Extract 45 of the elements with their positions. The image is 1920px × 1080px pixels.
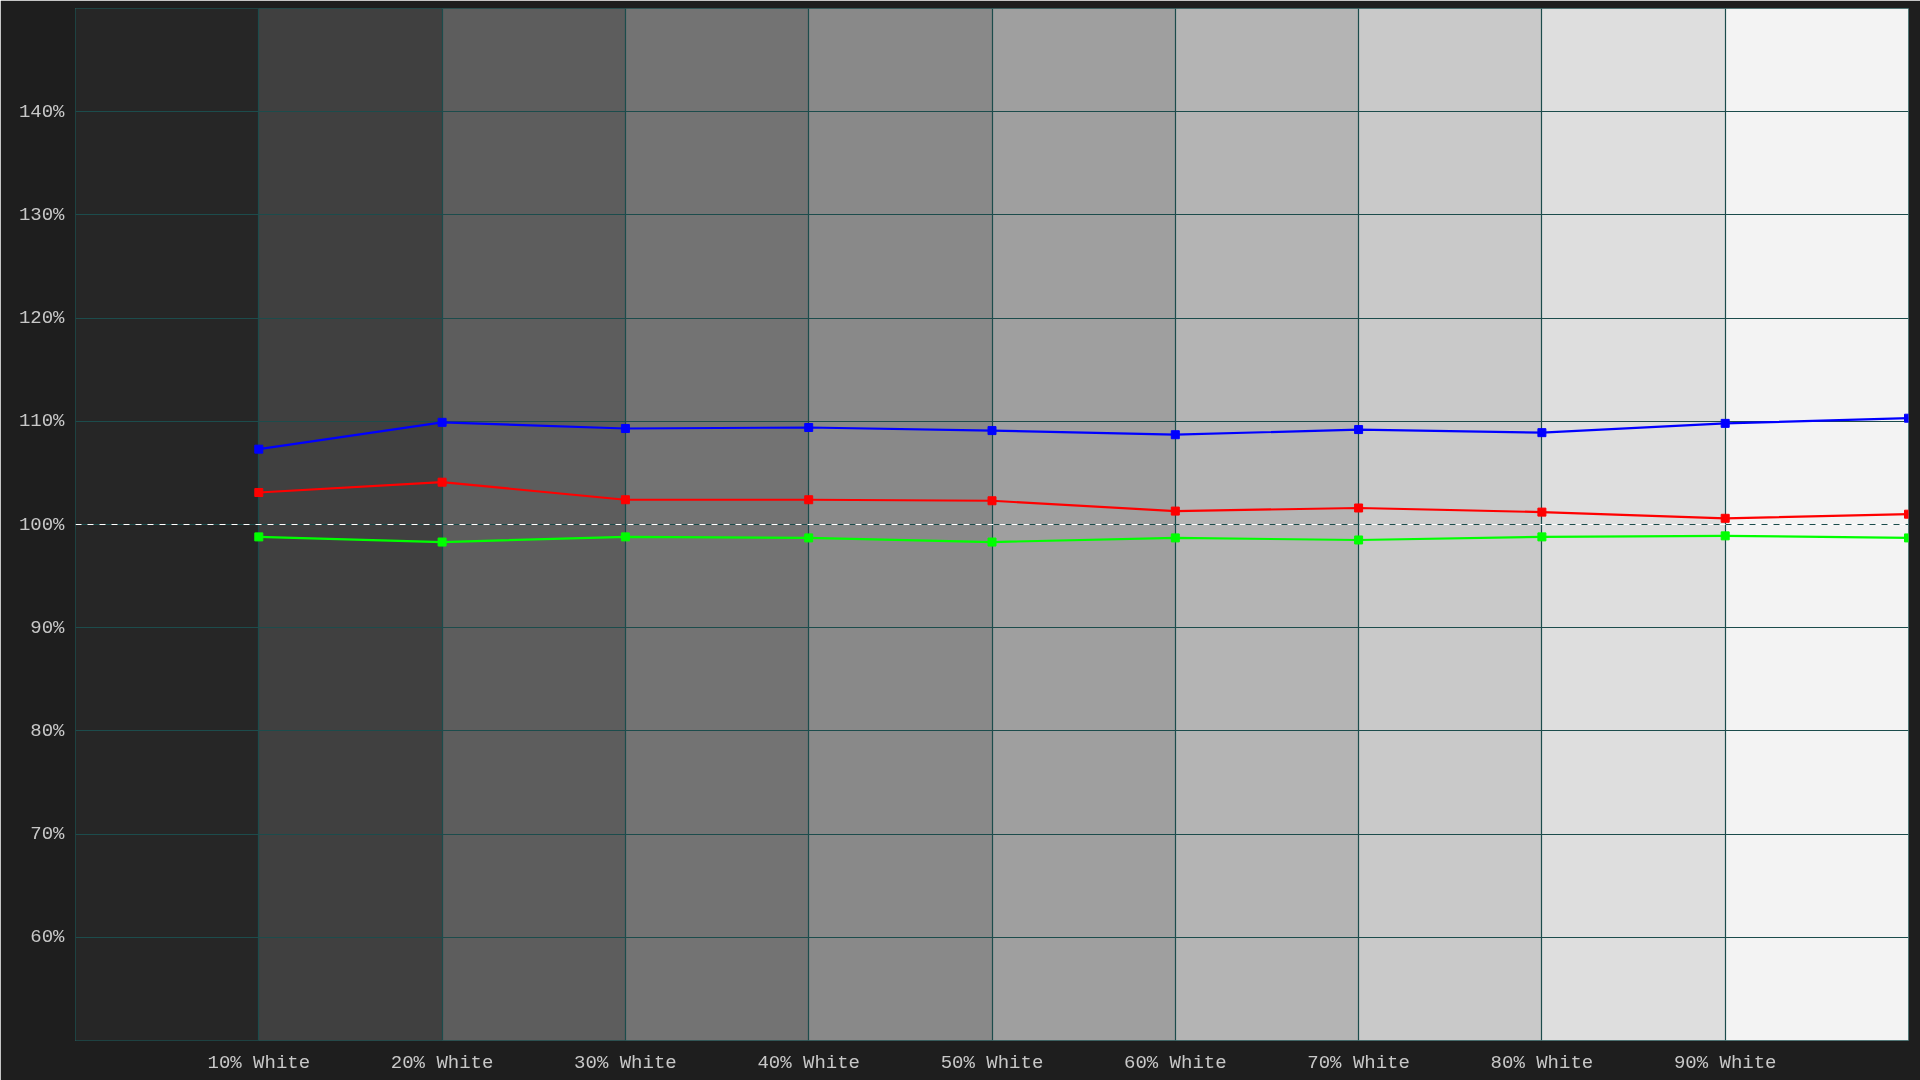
point — [1354, 425, 1364, 435]
y-tick-label: 100% — [18, 513, 66, 536]
y-tick-label: 140% — [18, 100, 66, 123]
point — [987, 426, 997, 436]
point — [1170, 430, 1180, 440]
point — [1170, 506, 1180, 516]
point — [987, 496, 997, 506]
point — [254, 444, 264, 454]
point — [1537, 428, 1547, 438]
point — [987, 537, 997, 547]
x-tick-label: 30% White — [574, 1051, 677, 1074]
y-tick-label: 90% — [30, 616, 66, 639]
x-tick-label: 80% White — [1490, 1051, 1594, 1074]
point — [620, 532, 630, 542]
point — [1354, 535, 1364, 545]
point — [1170, 533, 1180, 543]
point — [1720, 513, 1730, 523]
point — [254, 532, 264, 542]
x-tick-label: 50% White — [940, 1051, 1044, 1074]
point — [437, 417, 447, 427]
point — [437, 477, 447, 487]
y-tick-label: 60% — [30, 926, 66, 949]
y-tick-label: 110% — [18, 410, 66, 433]
x-tick-label: 60% White — [1123, 1051, 1227, 1074]
point — [1537, 532, 1547, 542]
y-tick-label: 70% — [30, 823, 66, 846]
point — [1537, 507, 1547, 517]
point — [620, 424, 630, 434]
point — [1354, 503, 1364, 513]
point — [804, 495, 814, 505]
x-tick-label: 40% White — [757, 1051, 861, 1074]
y-tick-label: 80% — [30, 719, 66, 742]
point — [1720, 531, 1730, 541]
x-tick-label: 70% White — [1307, 1051, 1410, 1074]
y-tick-label: 120% — [18, 307, 66, 330]
x-tick-label: 10% White — [207, 1051, 311, 1074]
x-tick-label: 20% White — [390, 1051, 494, 1074]
point — [804, 533, 814, 543]
point — [437, 537, 447, 547]
x-tick-label: 90% White — [1673, 1051, 1777, 1074]
point — [804, 422, 814, 432]
point — [1720, 418, 1730, 428]
point — [254, 488, 264, 498]
y-tick-label: 130% — [18, 203, 66, 226]
point — [620, 495, 630, 505]
